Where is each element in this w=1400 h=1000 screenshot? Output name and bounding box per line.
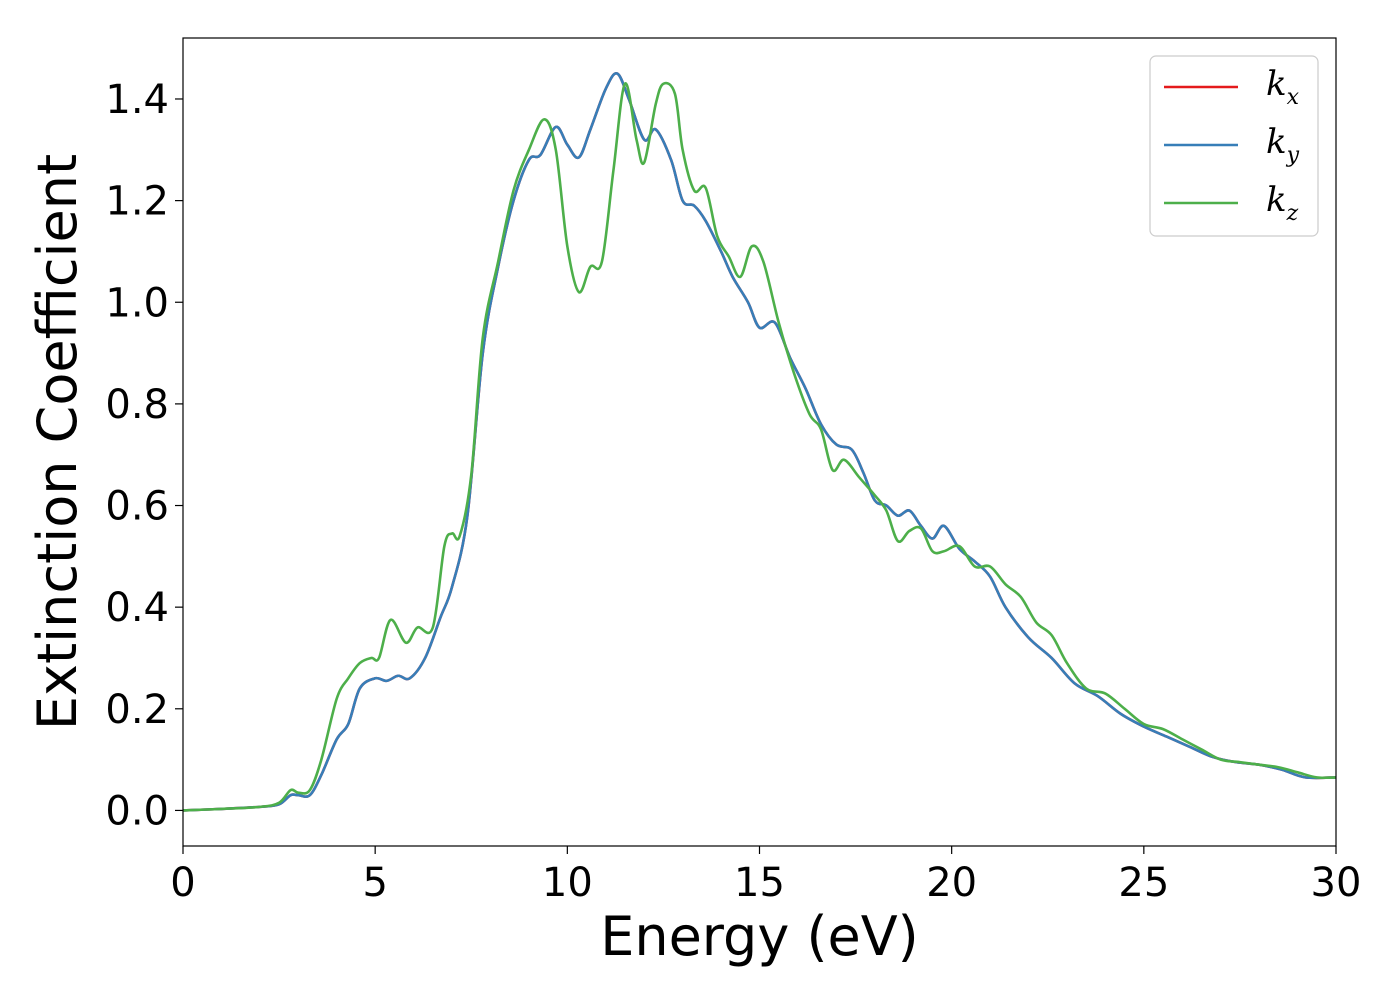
x-tick-label: 30 (1311, 860, 1362, 906)
legend-label-subscript: x (1287, 85, 1300, 110)
legend-label-y: ky (1266, 122, 1300, 168)
x-tick-label: 20 (926, 860, 977, 906)
series-layer (183, 72, 1336, 812)
x-tick-label: 5 (362, 860, 387, 906)
y-axis-title: Extinction Coefficient (26, 154, 89, 730)
legend-label-x: kx (1266, 64, 1300, 110)
legend-label-subscript: y (1286, 143, 1300, 168)
y-tick-label: 1.4 (105, 77, 169, 123)
legend-label-subscript: z (1286, 201, 1299, 226)
y-tick-label: 0.8 (105, 382, 169, 428)
legend-label-base: k (1266, 122, 1287, 162)
y-tick-label: 1.2 (105, 179, 169, 225)
y-tick-label: 0.0 (105, 788, 169, 834)
x-tick-label: 25 (1118, 860, 1169, 906)
plot-area (183, 38, 1336, 846)
x-axis-title: Energy (eV) (600, 905, 919, 968)
series-line-y (183, 72, 1336, 812)
legend-label-base: k (1266, 180, 1287, 220)
y-axis: 0.0 0.2 0.4 0.6 0.8 1.0 1.2 1.4 (105, 77, 183, 834)
x-tick-label: 10 (542, 860, 593, 906)
y-tick-label: 0.2 (105, 687, 169, 733)
y-tick-label: 0.6 (105, 484, 169, 530)
legend-label-z: kz (1266, 180, 1299, 226)
x-tick-label: 15 (734, 860, 785, 906)
y-tick-label: 0.4 (105, 585, 169, 631)
x-tick-label: 0 (170, 860, 195, 906)
series-line-z (183, 81, 1336, 812)
y-tick-label: 1.0 (105, 280, 169, 326)
x-axis: 0 5 10 15 20 25 30 (170, 846, 1361, 906)
legend-label-base: k (1266, 64, 1287, 104)
